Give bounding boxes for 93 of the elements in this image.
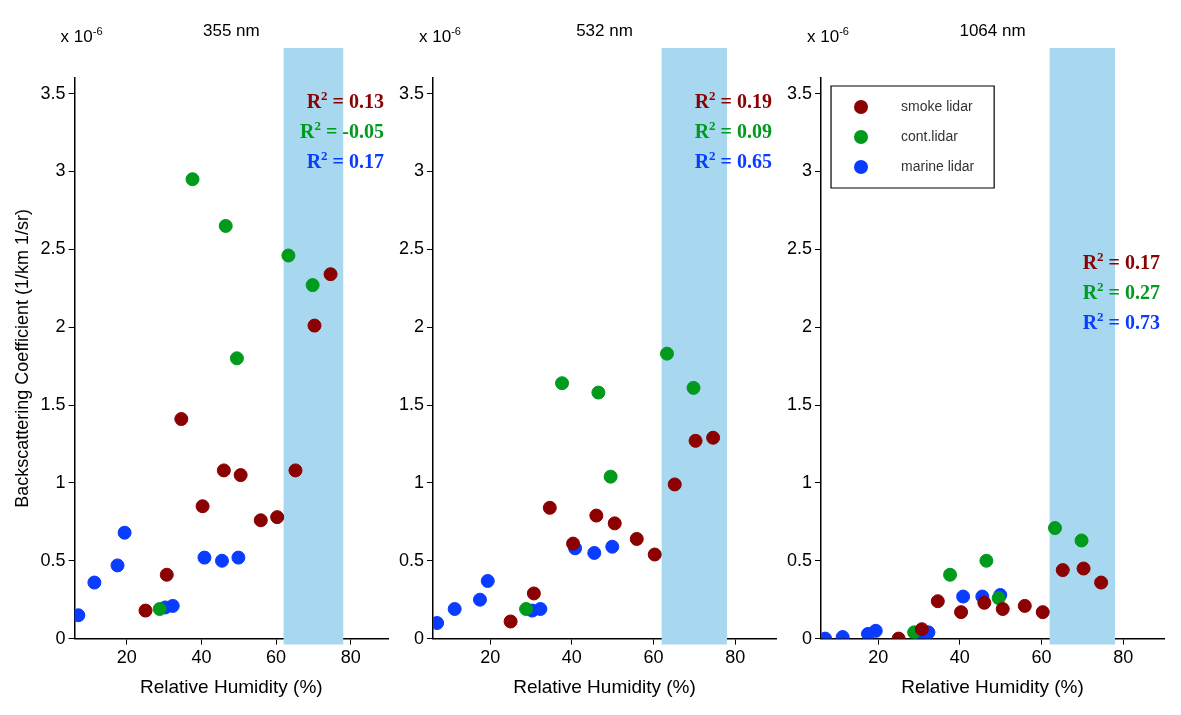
x-tick-label: 80 [1113, 647, 1134, 668]
y-tick-label: 3 [802, 160, 813, 181]
y-tick-label: 0.5 [40, 549, 66, 570]
y-tick-label: 2.5 [398, 238, 425, 259]
x-tick-label: 80 [725, 647, 746, 668]
x-axis-title: Relative Humidity (%) [513, 675, 696, 697]
y-tick-label: 3.5 [786, 82, 813, 103]
y-tick-label: 3.5 [40, 82, 66, 103]
y-tick-label: 0 [55, 627, 66, 648]
point [647, 547, 662, 562]
point [305, 278, 320, 293]
x-tick-label: 40 [561, 647, 582, 668]
point [195, 499, 210, 514]
point [229, 351, 244, 366]
point [218, 218, 233, 233]
point [566, 536, 581, 551]
point [629, 531, 644, 546]
point [214, 553, 229, 568]
point [526, 586, 541, 601]
x-tick-label: 60 [1031, 647, 1052, 668]
point [288, 463, 303, 478]
y-tick-label: 0.5 [398, 549, 425, 570]
point [185, 172, 200, 187]
x-tick-label: 40 [949, 647, 970, 668]
point [519, 602, 534, 617]
point [174, 412, 189, 427]
x-tick-label: 60 [266, 647, 287, 668]
point [686, 380, 701, 395]
point [589, 508, 604, 523]
y-axis-title: Backscattering Coefficient (1/km 1/sr) [11, 208, 32, 508]
point [152, 602, 167, 617]
point [533, 602, 548, 617]
point [307, 318, 322, 333]
y-tick-label: 2 [414, 316, 425, 337]
point [555, 376, 570, 391]
y-tick-label: 2.5 [40, 238, 66, 259]
legend-label: cont.lidar [901, 127, 959, 144]
point [542, 500, 557, 515]
legend-label: smoke lidar [901, 97, 973, 114]
y-tick-label: 3 [414, 160, 425, 181]
point [447, 602, 462, 617]
y-tick-label: 1 [414, 471, 425, 492]
y-tick-label: 0 [802, 627, 813, 648]
point [587, 545, 602, 560]
y-tick-label: 0.5 [786, 549, 813, 570]
point [231, 550, 246, 565]
point [253, 513, 268, 528]
y-tick-label: 1.5 [40, 393, 66, 414]
y-tick-label: 2.5 [786, 238, 813, 259]
x-tick-label: 40 [191, 647, 212, 668]
chart-title: 355 nm [202, 21, 260, 40]
chart-title: 1064 nm [959, 21, 1026, 40]
x-tick-label: 20 [868, 647, 889, 668]
y-tick-label: 3.5 [398, 82, 425, 103]
x-tick-label: 20 [116, 647, 137, 668]
point [87, 575, 102, 590]
y-tick-label: 1 [802, 471, 813, 492]
point [270, 510, 285, 525]
point [216, 463, 231, 478]
point [605, 539, 620, 554]
point [591, 385, 606, 400]
y-tick-label: 1.5 [398, 393, 425, 414]
point [472, 592, 487, 607]
x-axis-title: Relative Humidity (%) [139, 675, 323, 697]
y-tick-label: 1 [55, 471, 66, 492]
x-tick-label: 80 [340, 647, 361, 668]
y-tick-label: 2 [55, 316, 66, 337]
point [323, 267, 338, 282]
point [117, 525, 132, 540]
point [233, 468, 248, 483]
point [603, 469, 618, 484]
x-axis-title: Relative Humidity (%) [901, 675, 1084, 697]
y-tick-label: 3 [55, 160, 66, 181]
point [706, 430, 721, 445]
point [281, 248, 296, 263]
x-tick-label: 60 [643, 647, 664, 668]
point [138, 603, 153, 618]
point [159, 567, 174, 582]
legend-label: marine lidar [901, 157, 975, 174]
point [197, 550, 212, 565]
point [503, 614, 518, 629]
point [659, 346, 674, 361]
point [667, 477, 682, 492]
y-tick-label: 2 [802, 316, 813, 337]
point [688, 433, 703, 448]
point [480, 573, 495, 588]
y-tick-label: 0 [414, 627, 425, 648]
chart-title: 532 nm [576, 21, 633, 40]
x-tick-label: 20 [480, 647, 501, 668]
y-tick-label: 1.5 [786, 393, 813, 414]
point [110, 558, 125, 573]
point [607, 516, 622, 531]
point [165, 598, 180, 613]
